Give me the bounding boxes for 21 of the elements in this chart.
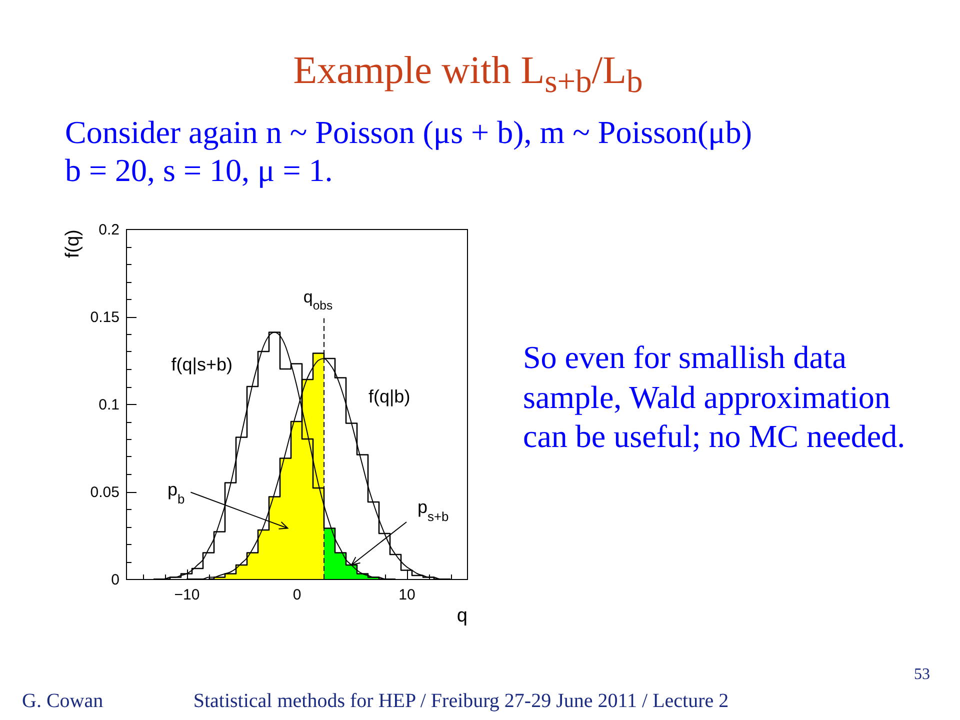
- text: G. Cowan: [22, 690, 104, 713]
- y-axis-title: f(q): [62, 230, 84, 258]
- ref-line-label: q$_{obs}$: [303, 287, 333, 312]
- series-label: f(q|s+b): [171, 354, 232, 374]
- y-tick-label: 0.05: [90, 484, 120, 501]
- y-tick-label: 0: [111, 572, 120, 588]
- text: 53: [914, 665, 930, 684]
- annotation: p$_{s+b}$: [418, 497, 449, 524]
- text: So even for smallish data sample, Wald approximation can be useful; no MC needed.: [523, 338, 906, 456]
- x-tick-label: 0: [292, 586, 302, 604]
- y-tick-label: 0.15: [90, 309, 120, 326]
- x-tick-label: −10: [174, 586, 200, 604]
- text: Statistical methods for HEP / Freiburg 27-29 June 2011 / Lecture 2: [193, 690, 729, 712]
- y-tick-label: 0.2: [98, 222, 120, 238]
- chart-subtitle: Consider again n ~ Poisson (μs + b), m ~ Poisson(μb) b = 20, s = 10, μ = 1.: [65, 113, 752, 189]
- series-label: f(q|b): [368, 386, 410, 406]
- x-tick-label: 10: [398, 586, 416, 604]
- chart-title: Example with L$_{s+b}$/L$_{b}$: [292, 49, 644, 101]
- annotation: p$_{b}$: [167, 479, 185, 506]
- x-axis-title: q: [456, 606, 468, 626]
- y-tick-label: 0.1: [98, 396, 120, 414]
